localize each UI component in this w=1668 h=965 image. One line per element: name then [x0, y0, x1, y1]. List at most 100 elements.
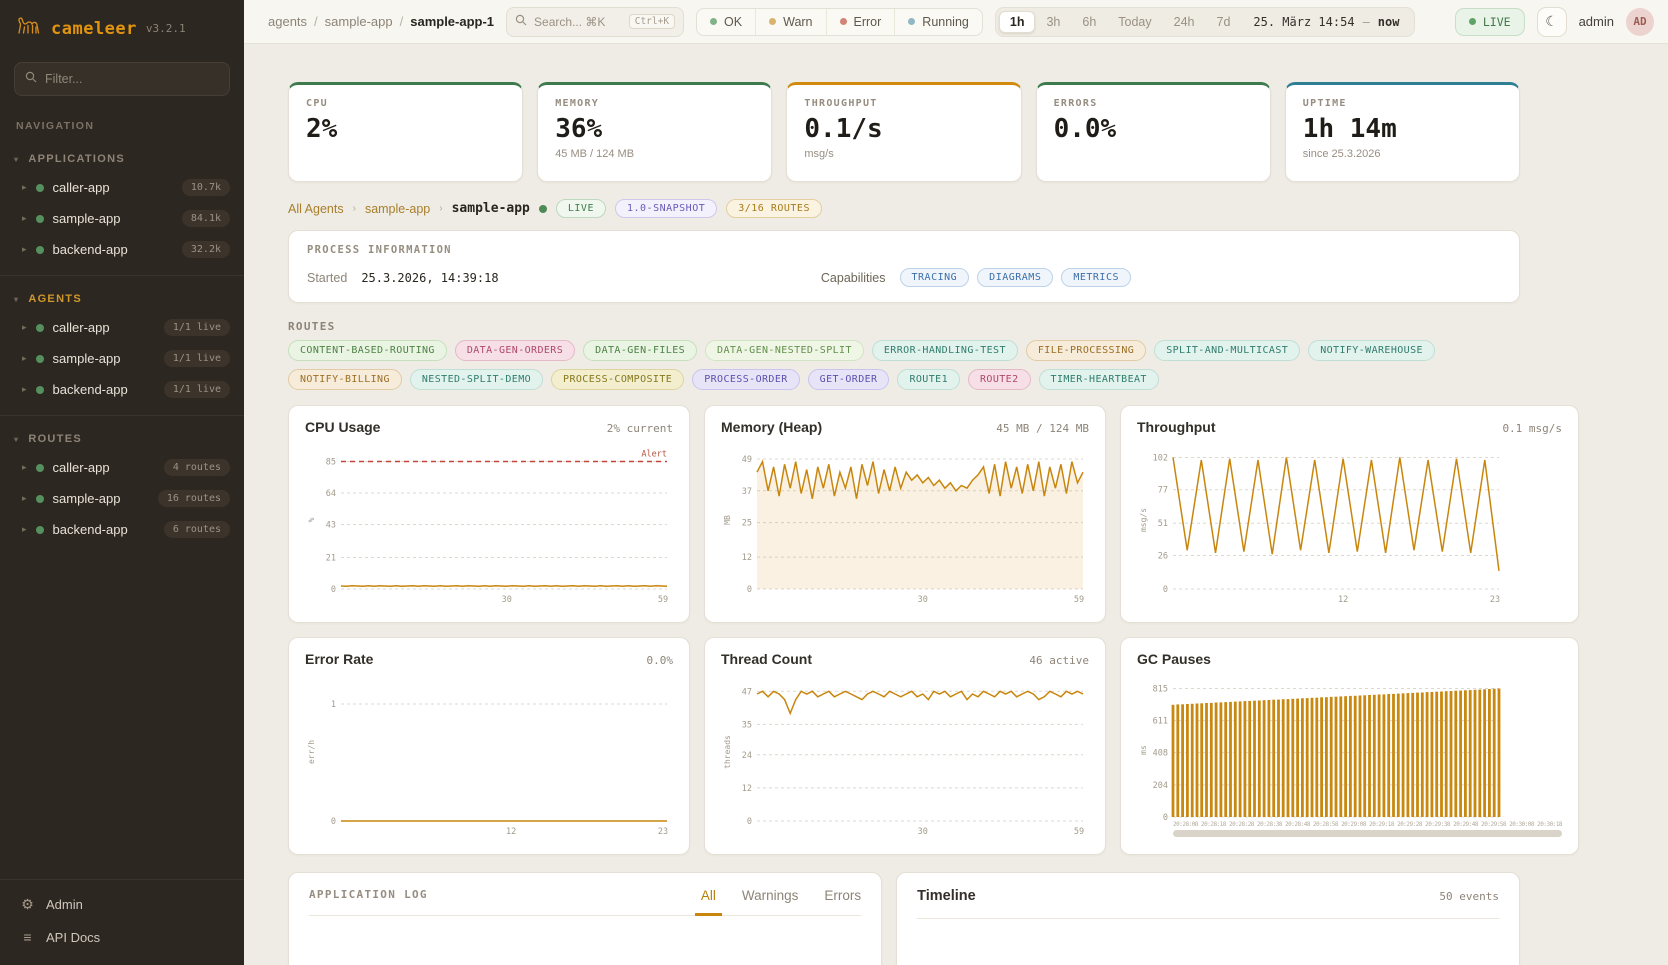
route-pill-content-based-routing[interactable]: CONTENT-BASED-ROUTING — [288, 340, 447, 361]
chart-card-error-rate: Error Rate 0.0% 0 1 err/h 12 23 — [288, 637, 690, 855]
dark-mode-toggle[interactable]: ☾ — [1536, 6, 1567, 37]
svg-text:43: 43 — [326, 521, 336, 531]
section-header-applications[interactable]: ▾ APPLICATIONS — [0, 144, 244, 172]
timeline-event-count: 50 events — [1439, 890, 1499, 903]
section-header-routes[interactable]: ▾ ROUTES — [0, 424, 244, 452]
filter-input[interactable] — [45, 72, 219, 86]
started-label: Started — [307, 270, 348, 285]
time-range-3h[interactable]: 3h — [1046, 14, 1061, 29]
sidebar-item-api-docs[interactable]: ≡ API Docs — [0, 921, 244, 953]
section-header-agents[interactable]: ▾ AGENTS — [0, 284, 244, 312]
log-tab-all[interactable]: All — [694, 888, 722, 916]
status-dot-icon — [35, 385, 44, 394]
route-pill-notify-warehouse[interactable]: NOTIFY-WAREHOUSE — [1308, 340, 1435, 361]
route-pill-split-and-multicast[interactable]: SPLIT-AND-MULTICAST — [1154, 340, 1301, 361]
sidebar-item-caller-app[interactable]: ▸ caller-app 4 routes — [0, 452, 244, 483]
chevron-right-icon: ▸ — [22, 182, 27, 192]
route-pill-notify-billing[interactable]: NOTIFY-BILLING — [288, 369, 402, 390]
route-pill-error-handling-test[interactable]: ERROR-HANDLING-TEST — [871, 340, 1018, 361]
search-shortcut-kbd: Ctrl+K — [628, 14, 676, 29]
status-filter-label: OK — [724, 14, 743, 29]
sidebar-item-badge: 32.2k — [181, 241, 230, 258]
breadcrumb-item[interactable]: sample-app — [324, 14, 393, 29]
chart-header: GC Pauses — [1137, 651, 1562, 667]
logo[interactable]: cameleer v3.2.1 — [0, 0, 244, 54]
svg-text:threads: threads — [723, 735, 732, 769]
application-log-panel: APPLICATION LOG All Warnings Errors — [288, 872, 883, 965]
route-pill-timer-heartbeat[interactable]: TIMER-HEARTBEAT — [1038, 369, 1159, 390]
agent-pill-live: LIVE — [555, 199, 606, 218]
route-pill-nested-split-demo[interactable]: NESTED-SPLIT-DEMO — [409, 369, 544, 390]
sidebar-item-backend-app[interactable]: ▸ backend-app 1/1 live — [0, 374, 244, 405]
chart-card-cpu: CPU Usage 2% current 0 21 43 64 85% 30 59 Alert — [288, 405, 690, 623]
time-range-24h[interactable]: 24h — [1173, 14, 1195, 29]
sidebar-item-sample-app[interactable]: ▸ sample-app 84.1k — [0, 203, 244, 234]
sidebar-item-caller-app[interactable]: ▸ caller-app 1/1 live — [0, 312, 244, 343]
date-range[interactable]: 25. März 14:54 — now — [1241, 15, 1411, 29]
route-pill-process-composite[interactable]: PROCESS-COMPOSITE — [551, 369, 685, 390]
status-filter-running[interactable]: Running — [895, 9, 982, 35]
status-dot-icon — [35, 245, 44, 254]
charts-grid: CPU Usage 2% current 0 21 43 64 85% 30 59 Alert Me… — [288, 405, 1580, 855]
route-pill-data-gen-nested-split[interactable]: DATA-GEN-NESTED-SPLIT — [705, 340, 864, 361]
chart-plot-memory: 0 12 25 37 49 MB 30 59 — [723, 455, 1084, 605]
log-tabs: All Warnings Errors — [694, 888, 862, 916]
chart-card-threads: Thread Count 46 active 0 12 24 35 47 threads 30 5… — [704, 637, 1106, 855]
chart-current-value: 0.0% — [646, 654, 674, 667]
route-pill-route1[interactable]: ROUTE1 — [897, 369, 960, 390]
status-filter-warn[interactable]: Warn — [756, 8, 827, 35]
stat-value: 1h 14m — [1302, 114, 1397, 144]
agent-breadcrumb-link[interactable]: All Agents — [288, 201, 344, 216]
stat-value: 2% — [306, 114, 338, 144]
svg-text:85: 85 — [326, 458, 336, 468]
status-filter-error[interactable]: Error — [827, 8, 896, 35]
sidebar-filter[interactable] — [14, 62, 230, 96]
time-range-1h[interactable]: 1h — [998, 10, 1036, 33]
chart-title: Memory (Heap) — [721, 419, 823, 435]
status-filter-ok[interactable]: OK — [697, 8, 757, 35]
sidebar-item-backend-app[interactable]: ▸ backend-app 32.2k — [0, 234, 244, 265]
sidebar-item-caller-app[interactable]: ▸ caller-app 10.7k — [0, 172, 244, 203]
time-range-6h[interactable]: 6h — [1082, 14, 1097, 29]
sidebar-item-badge: 4 routes — [163, 459, 230, 476]
route-pill-data-gen-orders[interactable]: DATA-GEN-ORDERS — [454, 340, 576, 361]
svg-text:30: 30 — [502, 595, 512, 605]
chart-title: Throughput — [1137, 419, 1216, 435]
live-badge[interactable]: LIVE — [1454, 7, 1525, 36]
date-to: now — [1377, 14, 1400, 29]
log-tab-errors[interactable]: Errors — [824, 888, 862, 903]
sidebar-item-admin[interactable]: ⚙ Admin — [0, 888, 244, 921]
search-input[interactable] — [534, 14, 621, 29]
breadcrumb-item[interactable]: sample-app-1 — [410, 14, 495, 29]
route-pill-data-gen-files[interactable]: DATA-GEN-FILES — [583, 340, 698, 361]
sidebar-item-sample-app[interactable]: ▸ sample-app 1/1 live — [0, 343, 244, 374]
log-tab-warnings[interactable]: Warnings — [741, 888, 799, 903]
search-icon — [25, 70, 37, 88]
top-header: agents / sample-app / sample-app-1 Ctrl+K OK… — [244, 0, 1668, 44]
sidebar-item-sample-app[interactable]: ▸ sample-app 16 routes — [0, 483, 244, 514]
global-search[interactable]: Ctrl+K — [506, 6, 685, 37]
chevron-right-icon: ▸ — [22, 213, 27, 223]
svg-text:0: 0 — [1163, 813, 1168, 821]
date-from: 25. März 14:54 — [1253, 14, 1355, 29]
stat-card-errors: ERRORS 0.0% — [1035, 82, 1271, 182]
chevron-down-icon: ▾ — [14, 294, 20, 304]
stat-card-throughput: THROUGHPUT 0.1/s msg/s — [786, 82, 1022, 182]
time-range-7d[interactable]: 7d — [1216, 14, 1231, 29]
route-pill-file-processing[interactable]: FILE-PROCESSING — [1025, 340, 1147, 361]
breadcrumb-item[interactable]: agents — [268, 14, 308, 29]
time-range-today[interactable]: Today — [1118, 14, 1152, 29]
sidebar-item-badge: 6 routes — [163, 521, 230, 538]
route-pill-get-order[interactable]: GET-ORDER — [807, 369, 890, 390]
chart-title: Thread Count — [721, 651, 812, 667]
agent-breadcrumb-link[interactable]: sample-app — [364, 201, 431, 216]
horizontal-scrollbar[interactable] — [1173, 830, 1563, 837]
section-label: ROUTES — [28, 433, 82, 445]
agent-current-name: sample-app — [451, 201, 530, 216]
process-information-panel: PROCESS INFORMATION Started 25.3.2026, 1… — [288, 230, 1520, 303]
avatar[interactable]: AD — [1626, 7, 1654, 36]
route-pill-route2[interactable]: ROUTE2 — [968, 369, 1031, 390]
route-pill-process-order[interactable]: PROCESS-ORDER — [692, 369, 800, 390]
date-separator: — — [1362, 14, 1370, 29]
sidebar-item-backend-app[interactable]: ▸ backend-app 6 routes — [0, 514, 244, 545]
